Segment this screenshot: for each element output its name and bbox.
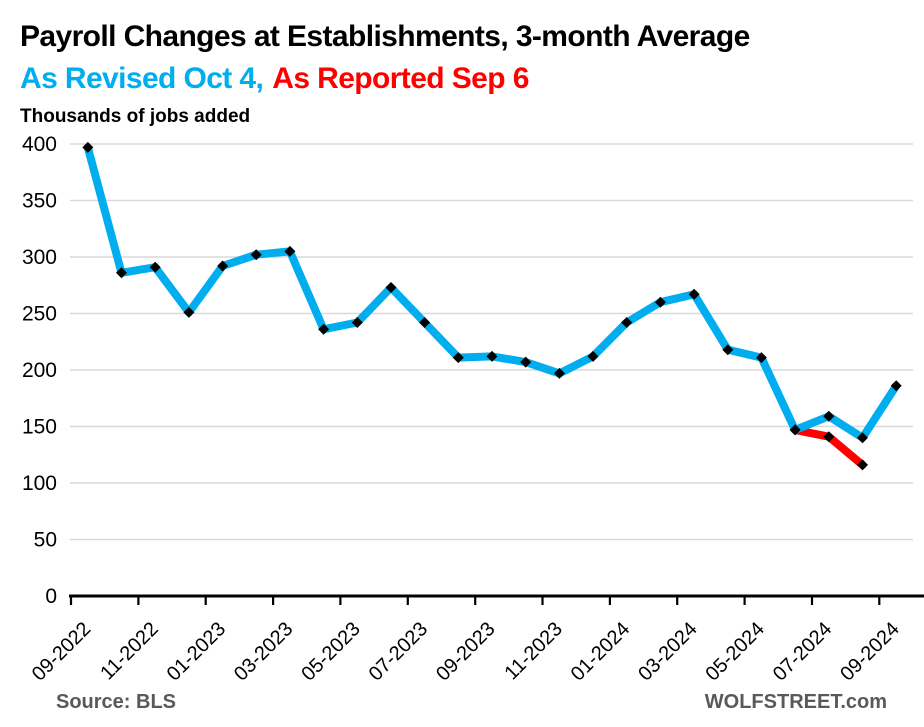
x-axis-tick-label: 05-2023 [297,618,364,685]
data-point-marker [183,306,195,318]
x-axis-tick-label: 11-2023 [501,618,567,684]
brand-label: WOLFSTREET.com [704,691,887,713]
y-axis-tick-label: 0 [45,585,57,608]
data-point-marker [250,249,262,261]
data-point-marker [116,267,127,279]
data-point-marker [284,245,296,257]
data-point-marker [553,367,565,379]
legend-reported-label: As Reported Sep 6 [272,62,529,95]
y-axis-tick-label: 100 [22,472,57,495]
chart-subtitle-legend: As Revised Oct 4, As Reported Sep 6 [20,62,529,96]
y-axis-tick-label: 250 [22,303,57,326]
source-label: Source: BLS [56,691,177,713]
x-axis-tick-label: 05-2024 [701,618,768,685]
data-point-marker [486,350,498,362]
data-point-marker [621,317,633,328]
x-axis-tick-label: 11-2022 [96,618,162,684]
y-axis-tick-label: 400 [22,133,57,156]
y-axis-tick-label: 50 [34,529,57,552]
y-axis-tick-label: 350 [22,190,57,213]
data-point-marker [755,352,767,364]
data-point-marker [452,352,464,364]
y-axis-tick-label: 150 [22,416,57,439]
data-point-marker [149,261,161,273]
data-point-marker [823,410,835,422]
chart-footer: Source: BLS WOLFSTREET.com [0,691,924,714]
data-point-marker [587,350,599,362]
legend-revised-label: As Revised Oct 4, [20,62,264,95]
x-axis-tick-label: 01-2024 [567,618,634,685]
x-axis-tick-label: 09-2023 [432,618,499,685]
data-point-marker [654,296,666,308]
x-axis-tick-label: 09-2022 [28,618,95,685]
series-line-revised [83,143,901,442]
x-axis-tick-label: 07-2023 [365,618,432,685]
data-point-marker [351,317,363,328]
x-axis-tick-label: 01-2023 [163,618,230,685]
data-point-marker [385,282,397,293]
y-axis-tick-label: 300 [22,246,57,269]
x-axis-tick-label: 03-2024 [634,618,701,685]
x-axis-tick-label: 07-2024 [769,618,836,685]
chart-title: Payroll Changes at Establishments, 3-mon… [20,20,750,53]
data-point-marker [419,317,431,328]
data-point-marker [217,260,229,272]
x-axis-tick-label: 09-2024 [836,618,903,685]
data-point-marker [520,356,532,368]
data-point-marker [82,141,94,153]
data-point-marker [318,323,330,335]
data-point-marker [890,380,902,392]
data-point-marker [722,344,734,356]
x-axis-tick-label: 03-2023 [230,618,297,685]
y-axis-unit-label: Thousands of jobs added [20,106,251,127]
data-point-marker [823,431,835,443]
data-point-marker [857,432,868,444]
data-point-marker [688,288,700,300]
data-point-marker [857,459,868,471]
data-point-marker [789,424,801,436]
y-axis-tick-label: 200 [22,359,57,382]
